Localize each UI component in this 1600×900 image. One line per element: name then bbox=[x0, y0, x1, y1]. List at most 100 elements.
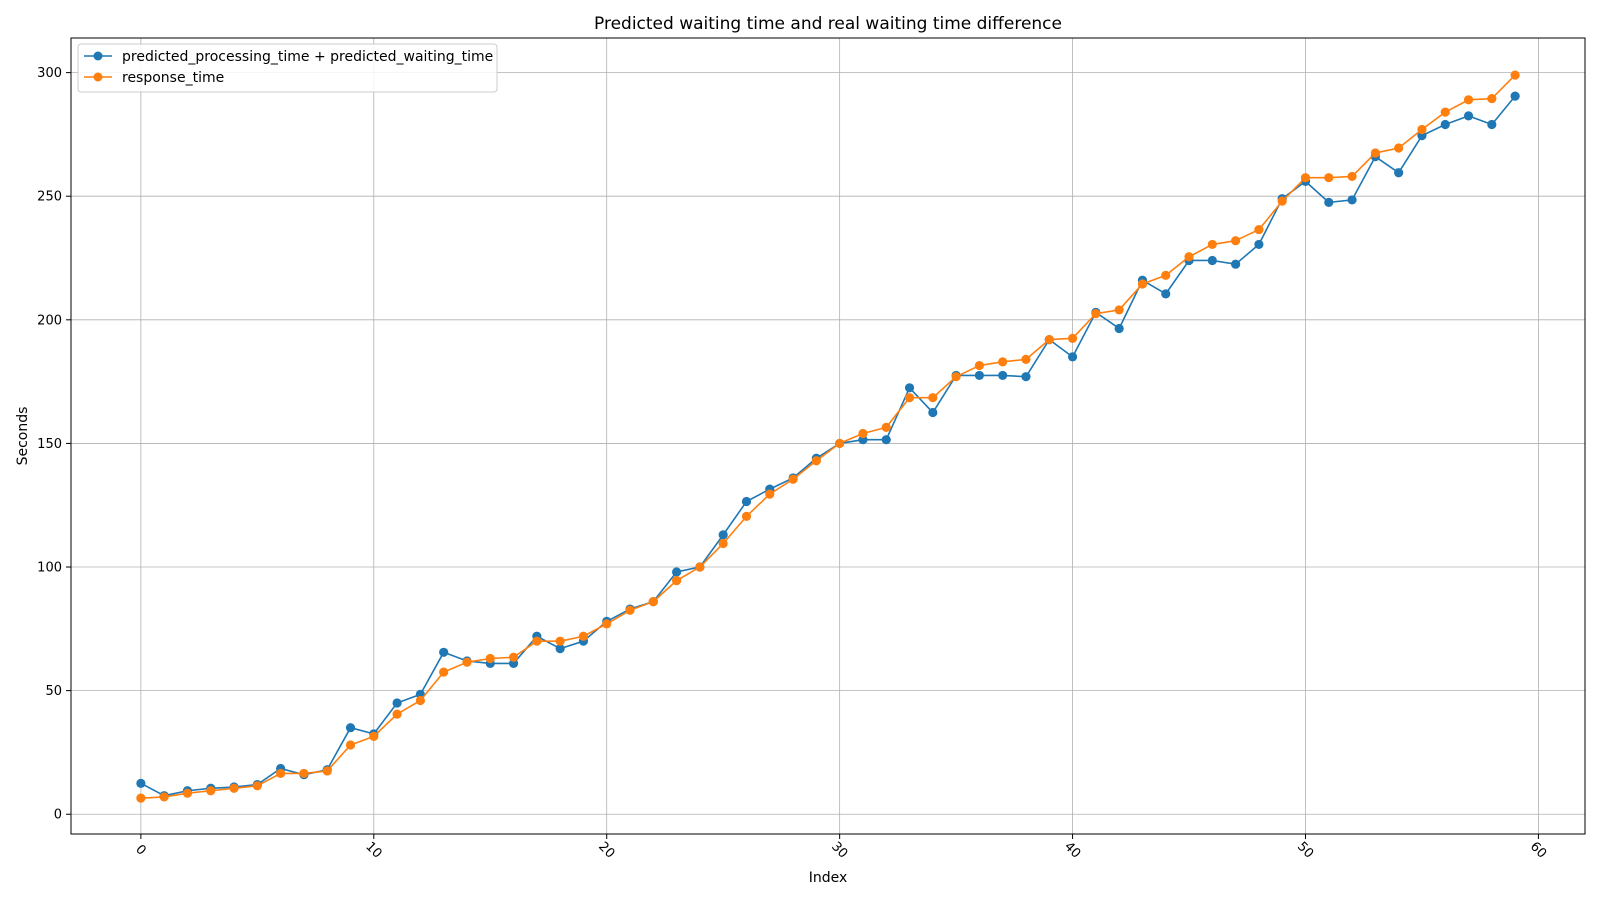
data-point-s1-12 bbox=[415, 695, 425, 706]
data-point-s0-37 bbox=[998, 370, 1008, 381]
y-tick-label-100: 100 bbox=[37, 561, 62, 576]
legend-marker-predicted bbox=[93, 51, 103, 61]
data-point-s1-10 bbox=[369, 731, 379, 741]
data-point-s1-42 bbox=[1114, 305, 1124, 315]
data-point-s0-26 bbox=[741, 496, 752, 507]
data-point-s0-23 bbox=[672, 567, 682, 577]
y-tick-label-0: 0 bbox=[54, 808, 62, 823]
data-point-s0-44 bbox=[1161, 289, 1171, 299]
data-point-s1-19 bbox=[578, 631, 589, 641]
data-point-s1-15 bbox=[485, 653, 495, 664]
data-point-s0-48 bbox=[1254, 239, 1264, 250]
data-point-s1-8 bbox=[322, 766, 332, 776]
x-axis-label: Index bbox=[809, 870, 848, 886]
data-point-s0-42 bbox=[1114, 323, 1124, 334]
series-1 bbox=[136, 70, 1520, 803]
data-point-s1-48 bbox=[1254, 224, 1264, 235]
data-point-s1-34 bbox=[928, 393, 938, 403]
data-point-s0-57 bbox=[1463, 111, 1474, 121]
data-point-s1-24 bbox=[695, 562, 705, 572]
data-point-s1-49 bbox=[1277, 196, 1287, 206]
plot-frame bbox=[70, 37, 1586, 835]
data-point-s1-31 bbox=[858, 428, 868, 439]
legend-marker-response bbox=[93, 72, 103, 82]
data-point-s1-23 bbox=[672, 576, 682, 586]
data-point-s1-38 bbox=[1021, 354, 1031, 364]
data-point-s0-56 bbox=[1440, 119, 1450, 130]
data-point-s1-33 bbox=[904, 393, 915, 403]
legend: predicted_processing_time + predicted_wa… bbox=[77, 43, 498, 93]
legend-label-predicted: predicted_processing_time + predicted_wa… bbox=[122, 49, 493, 65]
data-point-s1-2 bbox=[182, 788, 193, 798]
data-point-s1-53 bbox=[1370, 148, 1380, 158]
data-point-s1-35 bbox=[951, 372, 961, 382]
y-tick-label-200: 200 bbox=[37, 313, 62, 328]
data-point-s1-56 bbox=[1440, 107, 1450, 117]
data-point-s1-27 bbox=[765, 489, 775, 499]
data-point-s1-41 bbox=[1091, 309, 1101, 319]
data-point-s1-5 bbox=[252, 781, 262, 791]
y-tick-label-300: 300 bbox=[37, 66, 62, 81]
data-point-s0-47 bbox=[1231, 259, 1241, 269]
data-point-s1-14 bbox=[462, 657, 472, 667]
data-point-s1-39 bbox=[1044, 334, 1054, 345]
data-point-s0-18 bbox=[555, 644, 565, 654]
data-point-s0-9 bbox=[345, 723, 356, 733]
y-axis-label: Seconds bbox=[15, 407, 31, 466]
data-point-s1-21 bbox=[625, 605, 635, 615]
data-point-s1-20 bbox=[602, 619, 612, 629]
data-point-s1-28 bbox=[788, 474, 798, 484]
data-point-s0-54 bbox=[1394, 168, 1404, 178]
data-point-s0-34 bbox=[928, 407, 938, 418]
data-point-s1-25 bbox=[718, 538, 728, 549]
data-point-s1-9 bbox=[345, 740, 356, 750]
data-point-s1-36 bbox=[974, 360, 985, 371]
legend-frame bbox=[77, 43, 498, 93]
data-point-s1-26 bbox=[741, 511, 752, 521]
y-tick-label-250: 250 bbox=[37, 190, 62, 205]
y-tick-label-50: 50 bbox=[45, 684, 62, 699]
data-point-s0-36 bbox=[974, 370, 985, 381]
data-point-s1-1 bbox=[159, 792, 169, 802]
data-point-s1-3 bbox=[206, 786, 216, 796]
data-point-s1-17 bbox=[532, 636, 542, 646]
data-point-s1-43 bbox=[1137, 279, 1148, 289]
data-point-s1-32 bbox=[881, 422, 891, 432]
data-point-s0-38 bbox=[1021, 372, 1031, 382]
data-point-s1-4 bbox=[229, 783, 239, 793]
data-point-s0-13 bbox=[439, 647, 449, 657]
data-point-s1-22 bbox=[648, 597, 658, 607]
data-point-s1-58 bbox=[1487, 93, 1497, 104]
data-point-s1-50 bbox=[1300, 173, 1311, 183]
legend-label-response: response_time bbox=[122, 70, 224, 86]
data-point-s1-6 bbox=[276, 768, 286, 779]
data-point-s1-57 bbox=[1463, 95, 1474, 105]
data-point-s0-51 bbox=[1324, 197, 1334, 207]
data-point-s0-11 bbox=[392, 698, 402, 708]
data-point-s0-25 bbox=[718, 530, 728, 540]
data-point-s1-54 bbox=[1394, 143, 1404, 153]
data-point-s1-29 bbox=[811, 456, 821, 466]
data-point-s0-0 bbox=[136, 778, 146, 788]
data-point-s1-18 bbox=[555, 636, 565, 646]
data-point-s1-37 bbox=[998, 357, 1008, 367]
data-point-s1-44 bbox=[1161, 270, 1171, 280]
data-point-s1-59 bbox=[1510, 70, 1520, 80]
grid-layer bbox=[71, 38, 1585, 834]
data-point-s1-16 bbox=[508, 652, 519, 662]
data-point-s1-11 bbox=[392, 709, 402, 719]
data-point-s0-58 bbox=[1487, 119, 1497, 130]
data-point-s1-7 bbox=[299, 768, 309, 779]
data-point-s0-32 bbox=[881, 435, 891, 445]
series-layer bbox=[136, 70, 1520, 803]
data-point-s1-46 bbox=[1207, 239, 1217, 250]
data-point-s1-13 bbox=[439, 667, 449, 677]
data-point-s0-40 bbox=[1067, 352, 1078, 362]
data-point-s0-59 bbox=[1510, 91, 1520, 101]
data-point-s0-33 bbox=[904, 383, 915, 393]
data-point-s1-52 bbox=[1347, 171, 1357, 182]
data-point-s0-52 bbox=[1347, 195, 1357, 205]
data-point-s1-47 bbox=[1231, 236, 1241, 246]
